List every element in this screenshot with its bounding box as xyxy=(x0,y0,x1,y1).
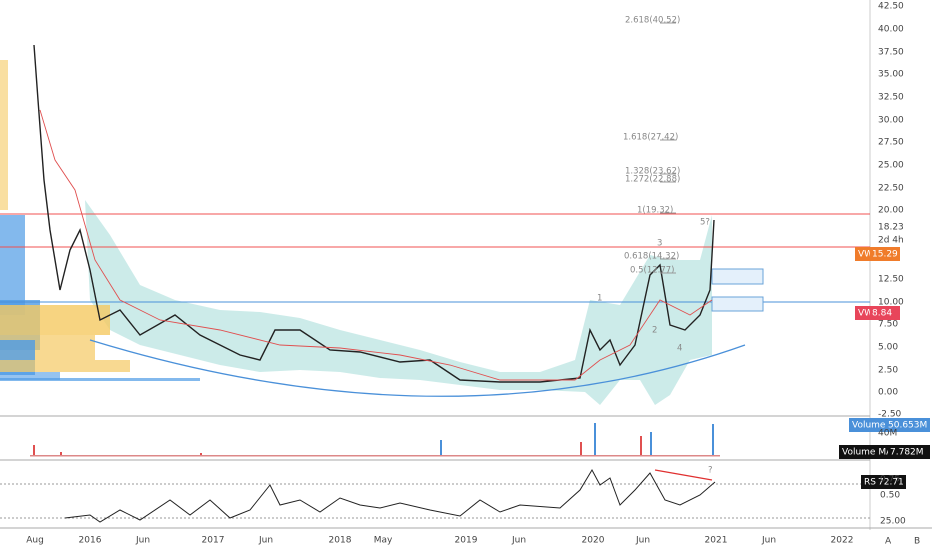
wave-label: 4 xyxy=(677,344,682,354)
fib-label: 2.618(40.52) xyxy=(625,16,680,26)
target-box xyxy=(711,268,764,285)
rsi-tick-label: 25.00 xyxy=(880,517,906,527)
countdown: 2d 4h xyxy=(878,236,904,246)
volume-bars xyxy=(30,423,720,457)
time-tick-label: Aug xyxy=(26,536,44,546)
price-tick-label: 7.50 xyxy=(878,320,898,330)
badge-name-bg xyxy=(855,247,870,261)
volume-profile xyxy=(0,60,200,381)
time-tick-label: Jun xyxy=(258,536,273,546)
volume-ma-label: Volume MA xyxy=(842,448,893,458)
price-tick-label: 40.00 xyxy=(878,25,904,35)
auto-scale-button[interactable]: A xyxy=(885,537,892,547)
bollinger-band xyxy=(85,200,712,405)
badge-value-bg xyxy=(888,445,930,459)
badge-value-bg xyxy=(870,306,900,320)
time-tick-label: 2020 xyxy=(582,536,605,546)
cup-curve xyxy=(89,339,746,397)
time-tick-label: 2019 xyxy=(455,536,478,546)
price-tick-label: 12.50 xyxy=(878,275,904,285)
badge-value-bg xyxy=(870,247,900,261)
badge-value: 15.29 xyxy=(872,250,898,260)
price-tick-label: 27.50 xyxy=(878,138,904,148)
volume-label: Volume xyxy=(852,421,886,431)
labels: 42.5040.0037.5035.0032.5030.0027.5025.00… xyxy=(26,2,930,547)
badge-name-bg xyxy=(839,445,888,459)
price-tick-label: 42.50 xyxy=(878,2,904,12)
fib-label: 1.272(22.88) xyxy=(625,175,680,185)
price-tick-label: 35.00 xyxy=(878,70,904,80)
time-tick-label: Jun xyxy=(635,536,650,546)
vwap-line xyxy=(39,109,713,381)
price-tick-label: 2.50 xyxy=(878,366,898,376)
time-tick-label: 2016 xyxy=(79,536,102,546)
badge-value-bg xyxy=(886,418,930,432)
volume-axis: 40M xyxy=(878,429,897,439)
fib-label: 0.5(12.77) xyxy=(630,266,674,276)
fib-label: 0.618(14.32) xyxy=(624,252,679,262)
price-tick-label: 5.00 xyxy=(878,343,898,353)
badge-value-bg xyxy=(876,475,906,489)
fib-label: 1.618(27.42) xyxy=(623,133,678,143)
badge-value: 8.84 xyxy=(872,309,892,319)
badge-value: 50.653M xyxy=(888,421,927,431)
time-tick-label: Jun xyxy=(761,536,776,546)
divergence-mark: ? xyxy=(708,466,713,476)
wave-label: 5? xyxy=(700,218,710,228)
price-tick-label: -2.50 xyxy=(878,410,902,420)
wave-label: 1 xyxy=(597,294,602,304)
rsi-tick-label: 0.50 xyxy=(880,491,900,501)
time-tick-label: Jun xyxy=(135,536,150,546)
price-tick-label: 32.50 xyxy=(878,93,904,103)
price-tick-label: 10.00 xyxy=(878,298,904,308)
fib-label: 1.328(23.62) xyxy=(625,167,680,177)
price-path xyxy=(33,44,715,383)
wave-label: 2 xyxy=(652,326,657,336)
fib-label: 1(19.32) xyxy=(637,206,673,216)
price-tick-label: 25.00 xyxy=(878,161,904,171)
price-tick-label: 30.00 xyxy=(878,116,904,126)
time-tick-label: 2021 xyxy=(705,536,728,546)
last-price: 18.23 xyxy=(878,223,904,233)
badge-name-bg xyxy=(855,306,870,320)
time-tick-label: 2022 xyxy=(831,536,854,546)
wave-label: 3 xyxy=(657,239,662,249)
rsi-tick-label: 0.75 xyxy=(880,475,900,485)
divergence-line xyxy=(654,469,713,481)
badge-value: 72.71 xyxy=(878,478,904,488)
time-tick-label: Jun xyxy=(511,536,526,546)
rsi-label: RSI xyxy=(864,478,879,488)
log-scale-button[interactable]: B xyxy=(914,537,920,547)
price-tick-label: 20.00 xyxy=(878,206,904,216)
price-tick-label: 22.50 xyxy=(878,184,904,194)
badge-name-bg xyxy=(849,418,886,432)
time-tick-label: 2018 xyxy=(329,536,352,546)
badge-name-bg xyxy=(861,475,876,489)
time-tick-label: May xyxy=(374,536,393,546)
time-tick-label: 2017 xyxy=(202,536,225,546)
badge-value: 7.782M xyxy=(890,448,924,458)
price-tick-label: 0.00 xyxy=(878,388,898,398)
price-tick-label: 37.50 xyxy=(878,48,904,58)
rsi-line xyxy=(64,468,716,523)
target-box xyxy=(711,296,764,312)
